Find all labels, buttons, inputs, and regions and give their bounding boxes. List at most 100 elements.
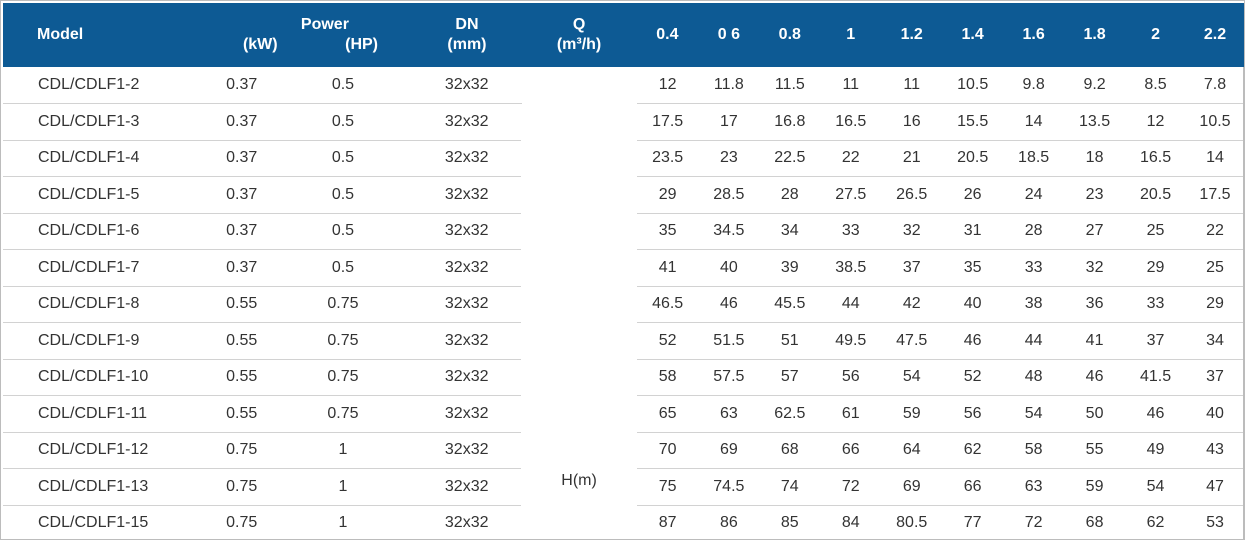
head-value-cell: 9.2: [1064, 67, 1126, 104]
head-value-cell: 17: [698, 103, 760, 141]
head-value-cell: 36: [1064, 286, 1126, 323]
power-kw-cell: 0.37: [209, 176, 274, 214]
head-value-cell: 54: [1125, 468, 1186, 506]
dn-cell: 32x32: [412, 103, 522, 141]
head-value-cell: 41.5: [1125, 359, 1186, 396]
head-value-cell: 34.5: [698, 213, 760, 250]
power-hp-cell: 0.75: [273, 359, 413, 396]
head-value-cell: 80.5: [881, 505, 943, 539]
head-value-cell: 46: [942, 322, 1004, 360]
head-value-cell: 12: [1125, 103, 1186, 141]
head-value-cell: 20.5: [942, 140, 1004, 177]
head-value-cell: 66: [820, 432, 882, 469]
table-row: CDL/CDLF1-8 0.55 0.75 32x32 46.5 46 45.5 44 42 40…: [3, 286, 1244, 323]
table-row: CDL/CDLF1-3 0.37 0.5 32x32 17.5 17 16.8 16.5 16 1…: [3, 103, 1244, 141]
table-row: CDL/CDLF1-11 0.55 0.75 32x32 65 63 62.5 61 59 56 5…: [3, 395, 1244, 433]
head-value-cell: 61: [820, 395, 882, 433]
head-value-cell: 35: [942, 249, 1004, 287]
head-value-cell: 16.5: [1125, 140, 1186, 177]
head-value-cell: 33: [820, 213, 882, 250]
power-hp-cell: 1: [273, 468, 413, 506]
header-power: Power (kW) (HP): [210, 3, 413, 67]
head-value-cell: 28.5: [698, 176, 760, 214]
power-hp-cell: 0.5: [273, 176, 413, 214]
head-value-cell: 11.8: [698, 67, 760, 104]
head-value-cell: 72: [1003, 505, 1065, 539]
power-kw-cell: 0.55: [209, 286, 274, 323]
header-flow: 1.2: [900, 26, 923, 43]
head-value-cell: 14: [1186, 140, 1244, 177]
head-value-cell: 21: [881, 140, 943, 177]
header-flow: 1.6: [1022, 26, 1045, 43]
head-value-cell: 58: [1003, 432, 1065, 469]
power-kw-cell: 0.37: [209, 67, 274, 104]
model-cell: CDL/CDLF1-13: [3, 468, 210, 506]
head-value-cell: 84: [820, 505, 882, 539]
dn-cell: 32x32: [412, 140, 522, 177]
head-value-cell: 16: [881, 103, 943, 141]
head-value-cell: 63: [1003, 468, 1065, 506]
power-kw-cell: 0.55: [209, 359, 274, 396]
head-value-cell: 11.5: [759, 67, 821, 104]
header-power-kw: (kW): [242, 36, 278, 53]
head-value-cell: 51.5: [698, 322, 760, 360]
power-kw-cell: 0.75: [209, 468, 274, 506]
power-hp-cell: 0.75: [273, 395, 413, 433]
power-kw-cell: 0.37: [209, 103, 274, 141]
head-value-cell: 42: [881, 286, 943, 323]
head-value-cell: 8.5: [1125, 67, 1186, 104]
head-value-cell: 16.5: [820, 103, 882, 141]
head-value-cell: 32: [1064, 249, 1126, 287]
dn-cell: 32x32: [412, 359, 522, 396]
model-cell: CDL/CDLF1-8: [3, 286, 210, 323]
head-value-cell: 22: [1186, 213, 1244, 250]
head-value-cell: 68: [759, 432, 821, 469]
power-kw-cell: 0.55: [209, 395, 274, 433]
power-hp-cell: 0.5: [273, 213, 413, 250]
head-value-cell: 70: [636, 432, 699, 469]
head-value-cell: 33: [1125, 286, 1186, 323]
model-cell: CDL/CDLF1-4: [3, 140, 210, 177]
table-row: CDL/CDLF1-15 0.75 1 32x32 87 86 85 84 80.5 77 72 68…: [3, 505, 1244, 539]
power-hp-cell: 0.5: [273, 140, 413, 177]
head-value-cell: 11: [820, 67, 882, 104]
head-value-cell: 7.8: [1186, 67, 1244, 104]
model-cell: CDL/CDLF1-15: [3, 505, 210, 539]
head-value-cell: 65: [636, 395, 699, 433]
header-dn-unit: (mm): [447, 36, 487, 53]
pump-performance-table: Model Power (kW) (HP) DN (mm): [3, 3, 1244, 539]
power-kw-cell: 0.55: [209, 322, 274, 360]
head-value-cell: 12: [636, 67, 699, 104]
head-value-cell: 38: [1003, 286, 1065, 323]
head-value-cell: 46: [698, 286, 760, 323]
head-value-cell: 15.5: [942, 103, 1004, 141]
header-flow: 1: [846, 26, 856, 43]
head-value-cell: 17.5: [636, 103, 699, 141]
header-flow: 2.2: [1203, 26, 1227, 43]
head-value-cell: 62: [1125, 505, 1186, 539]
head-value-cell: 28: [759, 176, 821, 214]
head-value-cell: 72: [820, 468, 882, 506]
head-value-cell: 26: [942, 176, 1004, 214]
model-cell: CDL/CDLF1-10: [3, 359, 210, 396]
head-value-cell: 56: [942, 395, 1004, 433]
head-value-cell: 27: [1064, 213, 1126, 250]
head-value-cell: 37: [1186, 359, 1244, 396]
head-value-cell: 66: [942, 468, 1004, 506]
head-value-cell: 14: [1003, 103, 1065, 141]
head-value-cell: 59: [881, 395, 943, 433]
power-kw-cell: 0.75: [209, 432, 274, 469]
head-value-cell: 63: [698, 395, 760, 433]
head-value-cell: 57: [759, 359, 821, 396]
model-cell: CDL/CDLF1-11: [3, 395, 210, 433]
head-value-cell: 43: [1186, 432, 1244, 469]
table-row: CDL/CDLF1-12 0.75 1 32x32 70 69 68 66 64 62 58 55 49…: [3, 432, 1244, 469]
head-value-cell: 41: [1064, 322, 1126, 360]
head-value-cell: 46: [1125, 395, 1186, 433]
power-hp-cell: 0.5: [273, 67, 413, 104]
head-value-cell: 26.5: [881, 176, 943, 214]
head-value-cell: 45.5: [759, 286, 821, 323]
model-cell: CDL/CDLF1-9: [3, 322, 210, 360]
head-value-cell: 68: [1064, 505, 1126, 539]
head-value-cell: 25: [1125, 213, 1186, 250]
